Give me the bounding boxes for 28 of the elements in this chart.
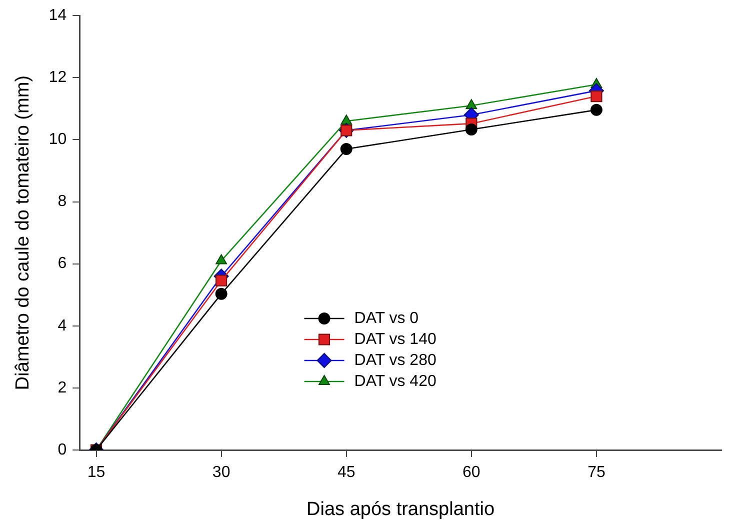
legend-label: DAT vs 140	[354, 330, 436, 348]
legend-label: DAT vs 420	[354, 372, 436, 390]
point	[590, 90, 602, 102]
y-tick-label: 12	[48, 69, 67, 86]
point	[340, 114, 352, 125]
y-tick-label: 6	[58, 255, 67, 272]
legend-label: DAT vs 280	[354, 352, 436, 369]
point	[465, 123, 478, 136]
point	[340, 143, 352, 156]
point	[466, 99, 478, 110]
point	[590, 104, 602, 116]
point	[215, 288, 228, 300]
legend-label: DAT vs 0	[354, 310, 419, 327]
y-axis-title: Diâmetro do caule do tomateiro (mm)	[12, 75, 34, 390]
point	[216, 274, 228, 286]
x-tick-label: 75	[588, 464, 606, 482]
x-axis-title: Dias após transplantio	[306, 498, 495, 520]
y-tick-label: 0	[58, 441, 67, 458]
x-tick-label: 15	[87, 464, 106, 482]
y-tick-label: 14	[48, 7, 67, 24]
y-tick-label: 2	[58, 379, 67, 396]
y-tick-label: 10	[48, 131, 67, 148]
point	[216, 254, 228, 264]
x-tick-label: 45	[337, 464, 356, 482]
x-tick-label: 60	[462, 464, 480, 482]
x-tick-label: 30	[212, 464, 230, 482]
y-tick-label: 4	[58, 317, 67, 334]
y-tick-label: 8	[58, 193, 67, 210]
